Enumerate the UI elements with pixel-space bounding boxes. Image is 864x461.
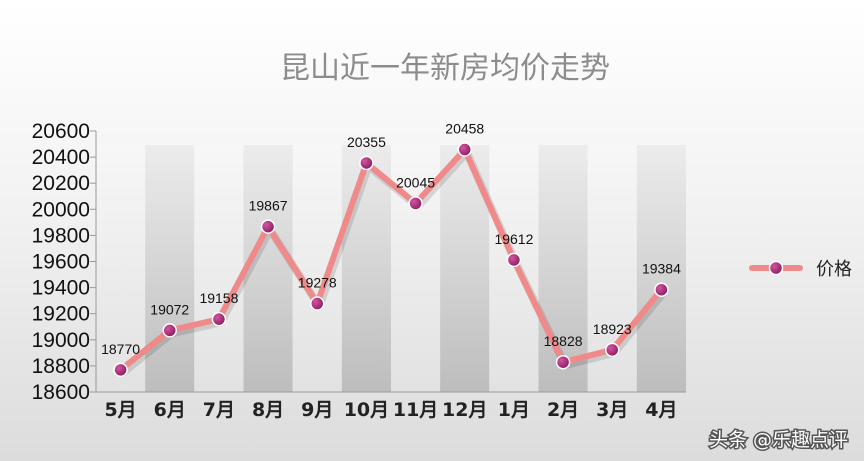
data-point bbox=[457, 142, 472, 157]
data-point bbox=[113, 362, 128, 378]
data-label: 18923 bbox=[593, 321, 632, 337]
data-labels: 18770 19072 19158 19867 19278 20355 20045 20458… bbox=[101, 121, 681, 357]
plot-band-2 bbox=[145, 145, 195, 392]
plot-band-9 bbox=[489, 145, 539, 392]
data-label: 19384 bbox=[642, 261, 681, 277]
data-label: 18828 bbox=[544, 333, 583, 349]
x-tick-label: 12月 bbox=[442, 399, 487, 421]
data-label: 19867 bbox=[249, 198, 288, 214]
watermark: 头条 @乐趣点评 bbox=[707, 428, 849, 453]
x-tick-label: 1月 bbox=[498, 399, 530, 421]
x-tick-label: 7月 bbox=[203, 399, 235, 421]
plot-band-3 bbox=[194, 145, 244, 392]
x-tick-label: 8月 bbox=[252, 399, 284, 421]
y-tick-label: 20400 bbox=[32, 146, 90, 169]
data-label: 18770 bbox=[101, 341, 140, 357]
data-label: 20458 bbox=[445, 121, 484, 137]
x-tick-label: 6月 bbox=[154, 399, 186, 421]
data-point bbox=[506, 252, 522, 268]
data-label: 19278 bbox=[298, 275, 337, 291]
plot-band-12 bbox=[636, 145, 686, 392]
data-point bbox=[654, 282, 669, 297]
plot-band-10 bbox=[538, 145, 588, 392]
y-axis: 18600 18800 19000 19200 19400 19600 19800 20000… bbox=[32, 120, 97, 404]
legend: 价格 bbox=[749, 259, 852, 280]
data-point bbox=[260, 219, 276, 234]
plot-band-6 bbox=[341, 145, 391, 392]
data-point bbox=[211, 311, 227, 327]
data-point bbox=[408, 196, 423, 211]
x-tick-label: 11月 bbox=[393, 399, 438, 421]
data-point bbox=[162, 323, 177, 338]
data-label: 20355 bbox=[347, 134, 386, 150]
y-tick-label: 18800 bbox=[32, 355, 90, 378]
y-tick-label: 20600 bbox=[32, 120, 90, 143]
x-tick-label: 5月 bbox=[104, 399, 136, 421]
y-tick-label: 19000 bbox=[32, 329, 90, 352]
data-point bbox=[359, 155, 374, 171]
plot-background bbox=[96, 145, 686, 392]
y-tick-label: 19800 bbox=[32, 224, 90, 247]
series-price bbox=[113, 142, 669, 378]
watermark-text: 头条 @乐趣点评 bbox=[709, 429, 848, 451]
data-point bbox=[605, 342, 620, 358]
data-label: 20045 bbox=[396, 174, 435, 190]
data-point bbox=[555, 354, 571, 370]
y-tick-label: 19600 bbox=[32, 251, 90, 274]
y-tick-label: 20200 bbox=[32, 172, 90, 195]
data-label: 19072 bbox=[150, 301, 189, 317]
x-tick-label: 2月 bbox=[547, 399, 579, 421]
y-tick-label: 19200 bbox=[32, 303, 90, 326]
x-tick-label: 4月 bbox=[645, 399, 677, 421]
plot-band-1 bbox=[96, 145, 146, 392]
x-tick-label: 10月 bbox=[344, 399, 389, 421]
data-label: 19158 bbox=[199, 290, 238, 306]
plot-band-5 bbox=[292, 145, 342, 392]
x-axis: 5月 6月 7月 8月 9月 10月 11月 12月 1月 2月 3月 4月 bbox=[96, 391, 686, 421]
y-tick-label: 20000 bbox=[32, 198, 90, 221]
legend-marker bbox=[768, 260, 784, 276]
legend-label: 价格 bbox=[816, 259, 852, 280]
chart-title: 昆山近一年新房均价走势 bbox=[280, 51, 610, 86]
data-label: 19612 bbox=[494, 231, 533, 247]
plot-band-4 bbox=[243, 145, 293, 392]
x-tick-label: 9月 bbox=[301, 399, 333, 421]
x-tick-label: 3月 bbox=[596, 399, 628, 421]
series-line bbox=[117, 146, 665, 373]
data-point bbox=[310, 296, 325, 311]
y-tick-label: 18600 bbox=[32, 381, 90, 404]
y-tick-label: 19400 bbox=[32, 277, 90, 300]
